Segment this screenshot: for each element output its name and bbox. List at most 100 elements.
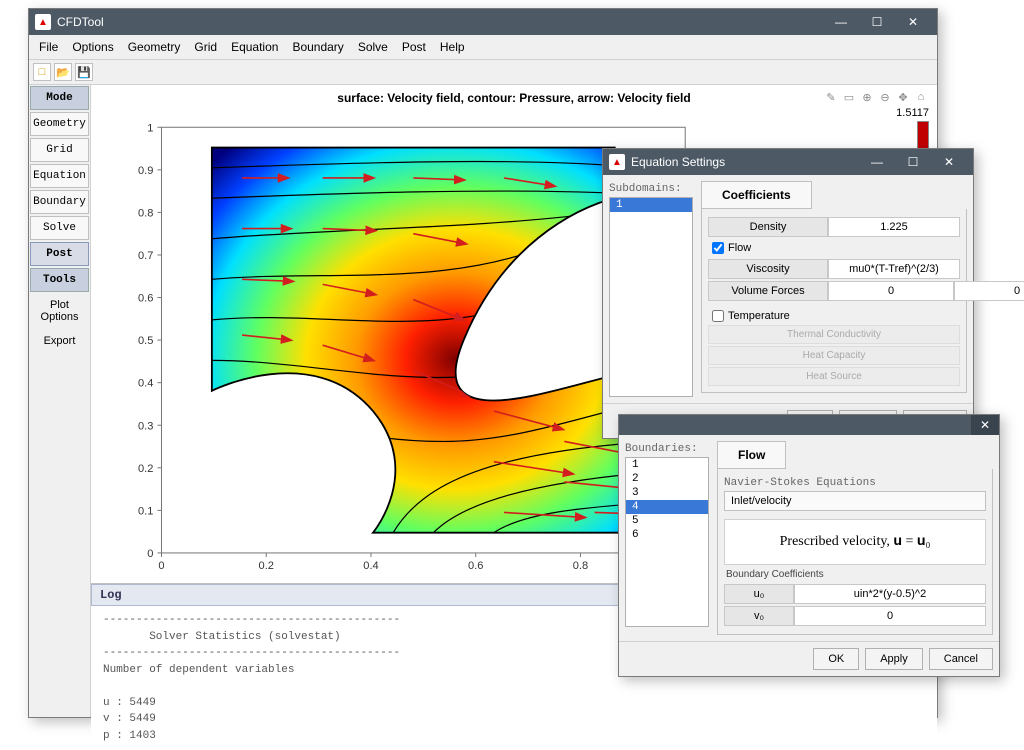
svg-text:0.9: 0.9 [138,165,153,177]
save-file-icon[interactable]: 💾 [75,63,93,81]
svg-text:0.2: 0.2 [138,463,153,475]
mode-grid[interactable]: Grid [30,138,89,162]
maximize-icon[interactable]: ☐ [859,9,895,35]
heat-capacity-label: Heat Capacity [708,346,960,365]
edit-icon[interactable]: ✎ [823,89,839,105]
menu-options[interactable]: Options [66,38,119,56]
boundaries-list[interactable]: 1 2 3 4 5 6 [625,457,709,627]
select-icon[interactable]: ▭ [841,89,857,105]
zoom-out-icon[interactable]: ⊖ [877,89,893,105]
maximize-icon[interactable]: ☐ [895,149,931,175]
viscosity-label: Viscosity [708,259,828,279]
menu-solve[interactable]: Solve [352,38,394,56]
tab-coefficients[interactable]: Coefficients [701,181,812,209]
tool-export[interactable]: Export [30,330,89,352]
prescribed-velocity-box: Prescribed velocity, 𝐮 = 𝐮₀ [724,519,986,565]
menu-bar: File Options Geometry Grid Equation Boun… [29,35,937,60]
flow-checkbox[interactable] [712,242,724,254]
list-item[interactable]: 6 [626,528,708,542]
list-item[interactable]: 2 [626,472,708,486]
eq-title: Equation Settings [631,155,859,169]
equation-settings-dialog: ▲ Equation Settings — ☐ ✕ Subdomains: 1 … [602,148,974,439]
list-item[interactable]: 5 [626,514,708,528]
volforces-u-input[interactable]: 0 [828,281,954,301]
bc-titlebar: ✕ [619,415,999,435]
open-file-icon[interactable]: 📂 [54,63,72,81]
svg-text:0: 0 [158,560,164,572]
minimize-icon[interactable]: — [823,9,859,35]
app-icon: ▲ [35,14,51,30]
ok-button[interactable]: OK [813,648,859,670]
tool-plot-options[interactable]: Plot Options [30,294,89,328]
toolbar: □ 📂 💾 [29,60,937,85]
heat-source-label: Heat Source [708,367,960,386]
bc-type-select[interactable]: Inlet/velocity [724,491,986,511]
svg-text:0.8: 0.8 [138,207,153,219]
close-icon[interactable]: ✕ [971,415,999,435]
svg-text:0.3: 0.3 [138,420,153,432]
svg-text:0.1: 0.1 [138,505,153,517]
svg-text:0: 0 [147,548,153,560]
eq-titlebar: ▲ Equation Settings — ☐ ✕ [603,149,973,175]
menu-boundary[interactable]: Boundary [286,38,349,56]
u0-input[interactable]: uin*2*(y-0.5)^2 [794,584,986,604]
svg-text:0.6: 0.6 [468,560,483,572]
eq-name: Navier-Stokes Equations [724,475,986,491]
menu-geometry[interactable]: Geometry [122,38,187,56]
temperature-checkbox[interactable] [712,310,724,322]
close-icon[interactable]: ✕ [931,149,967,175]
subdomains-list[interactable]: 1 [609,197,693,397]
mode-solve[interactable]: Solve [30,216,89,240]
mode-equation[interactable]: Equation [30,164,89,188]
svg-text:0.2: 0.2 [259,560,274,572]
zoom-in-icon[interactable]: ⊕ [859,89,875,105]
main-titlebar: ▲ CFDTool — ☐ ✕ [29,9,937,35]
viscosity-input[interactable]: mu0*(T-Tref)^(2/3) [828,259,960,279]
subdomains-label: Subdomains: [609,181,693,197]
app-icon: ▲ [609,154,625,170]
minimize-icon[interactable]: — [859,149,895,175]
svg-text:0.8: 0.8 [573,560,588,572]
sidebar-header-tools: Tools [30,268,89,292]
u0-label: u₀ [724,584,794,604]
density-label: Density [708,217,828,237]
menu-post[interactable]: Post [396,38,432,56]
svg-text:0.4: 0.4 [138,378,153,390]
v0-label: v₀ [724,606,794,626]
thermal-cond-label: Thermal Conductivity [708,325,960,344]
list-item[interactable]: 1 [610,198,692,212]
mode-geometry[interactable]: Geometry [30,112,89,136]
mode-sidebar: Mode Geometry Grid Equation Boundary Sol… [29,85,91,717]
pan-icon[interactable]: ✥ [895,89,911,105]
flow-label: Flow [728,242,751,254]
boundary-dialog: ✕ Boundaries: 1 2 3 4 5 6 Flow Navier-St… [618,414,1000,677]
plot-toolbar: ✎ ▭ ⊕ ⊖ ✥ ⌂ [823,89,929,105]
menu-equation[interactable]: Equation [225,38,284,56]
plot-title: surface: Velocity field, contour: Pressu… [91,85,937,107]
menu-help[interactable]: Help [434,38,471,56]
cancel-button[interactable]: Cancel [929,648,993,670]
coef-group-label: Boundary Coefficients [724,565,986,582]
density-input[interactable]: 1.225 [828,217,960,237]
volforces-label: Volume Forces [708,281,828,301]
boundaries-label: Boundaries: [625,441,709,457]
apply-button[interactable]: Apply [865,648,923,670]
sidebar-header-mode: Mode [30,86,89,110]
v0-input[interactable]: 0 [794,606,986,626]
tab-flow[interactable]: Flow [717,441,786,469]
list-item[interactable]: 3 [626,486,708,500]
list-item[interactable]: 4 [626,500,708,514]
volforces-v-input[interactable]: 0 [954,281,1024,301]
list-item[interactable]: 1 [626,458,708,472]
svg-text:1: 1 [147,122,153,134]
mode-boundary[interactable]: Boundary [30,190,89,214]
svg-text:0.7: 0.7 [138,250,153,262]
menu-file[interactable]: File [33,38,64,56]
close-icon[interactable]: ✕ [895,9,931,35]
mode-post[interactable]: Post [30,242,89,266]
svg-text:0.6: 0.6 [138,293,153,305]
menu-grid[interactable]: Grid [188,38,223,56]
home-icon[interactable]: ⌂ [913,89,929,105]
svg-text:0.4: 0.4 [363,560,378,572]
new-file-icon[interactable]: □ [33,63,51,81]
